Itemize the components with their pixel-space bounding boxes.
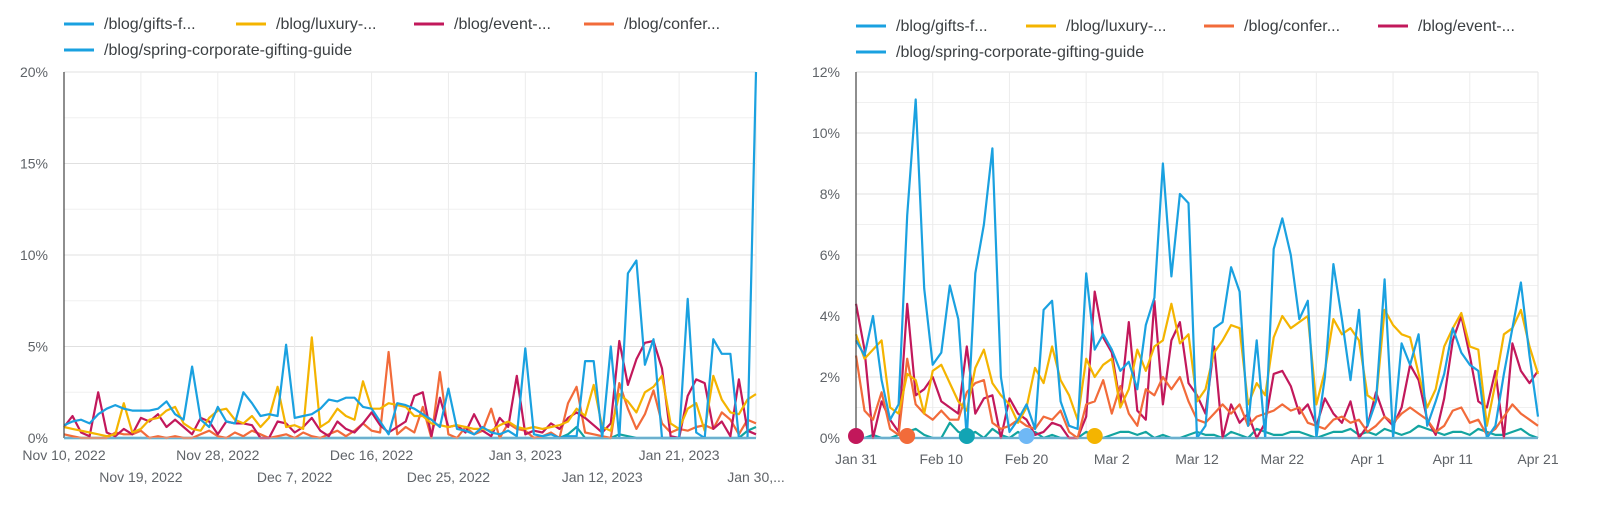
annotation-marker[interactable]: [1018, 428, 1035, 444]
chart-left: 0% 5% 10% 15% 20% Nov 10, 2022 Nov 28, 2022 Dec…: [20, 16, 785, 485]
y-tick-label: 6%: [820, 247, 840, 263]
series-lines: [854, 98, 1540, 440]
x-tick-label: Nov 19, 2022: [99, 469, 182, 485]
legend-item[interactable]: /blog/confer...: [1204, 18, 1340, 35]
x-tick-label: Apr 1: [1351, 451, 1385, 467]
legend-item[interactable]: /blog/spring-corporate-gifting-guide: [64, 42, 352, 59]
legend-label: /blog/confer...: [624, 16, 720, 33]
legend-item[interactable]: /blog/gifts-f...: [856, 18, 988, 35]
series-line: [63, 336, 757, 438]
y-tick-label: 5%: [28, 339, 48, 355]
x-tick-label: Mar 2: [1094, 451, 1130, 467]
x-tick-label: Apr 11: [1433, 451, 1473, 467]
y-tick-label: 4%: [820, 308, 840, 324]
legend-item[interactable]: /blog/spring-corporate-gifting-guide: [856, 44, 1144, 61]
series-line: [63, 339, 757, 440]
legend-label: /blog/luxury-...: [1066, 18, 1166, 35]
legend-label: /blog/spring-corporate-gifting-guide: [104, 42, 352, 59]
x-tick-label: Dec 16, 2022: [330, 447, 413, 463]
series-line: [63, 71, 758, 440]
legend-label: /blog/gifts-f...: [104, 16, 196, 33]
x-tick-label: Nov 10, 2022: [22, 447, 105, 463]
annotation-marker[interactable]: [1086, 428, 1103, 444]
x-tick-label: Nov 28, 2022: [176, 447, 259, 463]
legend-item[interactable]: /blog/luxury-...: [1026, 18, 1166, 35]
x-tick-label: Mar 22: [1260, 451, 1304, 467]
legend-label: /blog/spring-corporate-gifting-guide: [896, 44, 1144, 61]
legend-label: /blog/event-...: [454, 16, 551, 33]
y-tick-label: 10%: [812, 125, 840, 141]
series-line: [63, 350, 757, 440]
legend-item[interactable]: /blog/event-...: [1378, 18, 1515, 35]
legend-label: /blog/gifts-f...: [896, 18, 988, 35]
chart-right: 0% 2% 4% 6% 8% 10% 12% Jan 31 Feb 10 Feb 20 Mar 2 M…: [812, 18, 1559, 467]
legend-item[interactable]: /blog/confer...: [584, 16, 720, 33]
legend: /blog/gifts-f... /blog/luxury-... /blog/ev…: [64, 16, 720, 59]
annotation-marker[interactable]: [899, 428, 916, 444]
y-tick-label: 2%: [820, 369, 840, 385]
x-tick-label: Dec 7, 2022: [257, 469, 333, 485]
x-tick-label: Feb 10: [919, 451, 963, 467]
x-tick-label: Jan 30,...: [727, 469, 785, 485]
y-tick-label: 8%: [820, 186, 840, 202]
annotation-marker[interactable]: [848, 428, 864, 444]
y-tick-label: 12%: [812, 64, 840, 80]
x-tick-label: Jan 21, 2023: [639, 447, 720, 463]
y-tick-label: 20%: [20, 64, 48, 80]
legend-item[interactable]: /blog/gifts-f...: [64, 16, 196, 33]
y-tick-label: 0%: [28, 430, 48, 446]
gridlines: [855, 71, 1539, 438]
x-tick-label: Jan 12, 2023: [562, 469, 643, 485]
legend-item[interactable]: /blog/luxury-...: [236, 16, 376, 33]
legend-label: /blog/luxury-...: [276, 16, 376, 33]
y-tick-label: 15%: [20, 156, 48, 172]
legend-item[interactable]: /blog/event-...: [414, 16, 551, 33]
gridlines: [63, 71, 757, 438]
y-tick-label: 10%: [20, 247, 48, 263]
x-tick-label: Mar 12: [1175, 451, 1219, 467]
annotation-marker[interactable]: [958, 428, 975, 444]
legend: /blog/gifts-f... /blog/luxury-... /blog/co…: [856, 18, 1515, 61]
legend-label: /blog/confer...: [1244, 18, 1340, 35]
x-tick-label: Jan 31: [835, 451, 877, 467]
x-tick-label: Dec 25, 2022: [407, 469, 490, 485]
legend-label: /blog/event-...: [1418, 18, 1515, 35]
y-tick-label: 0%: [820, 430, 840, 446]
x-tick-label: Jan 3, 2023: [489, 447, 562, 463]
x-tick-label: Feb 20: [1005, 451, 1049, 467]
x-tick-label: Apr 21: [1517, 451, 1558, 467]
